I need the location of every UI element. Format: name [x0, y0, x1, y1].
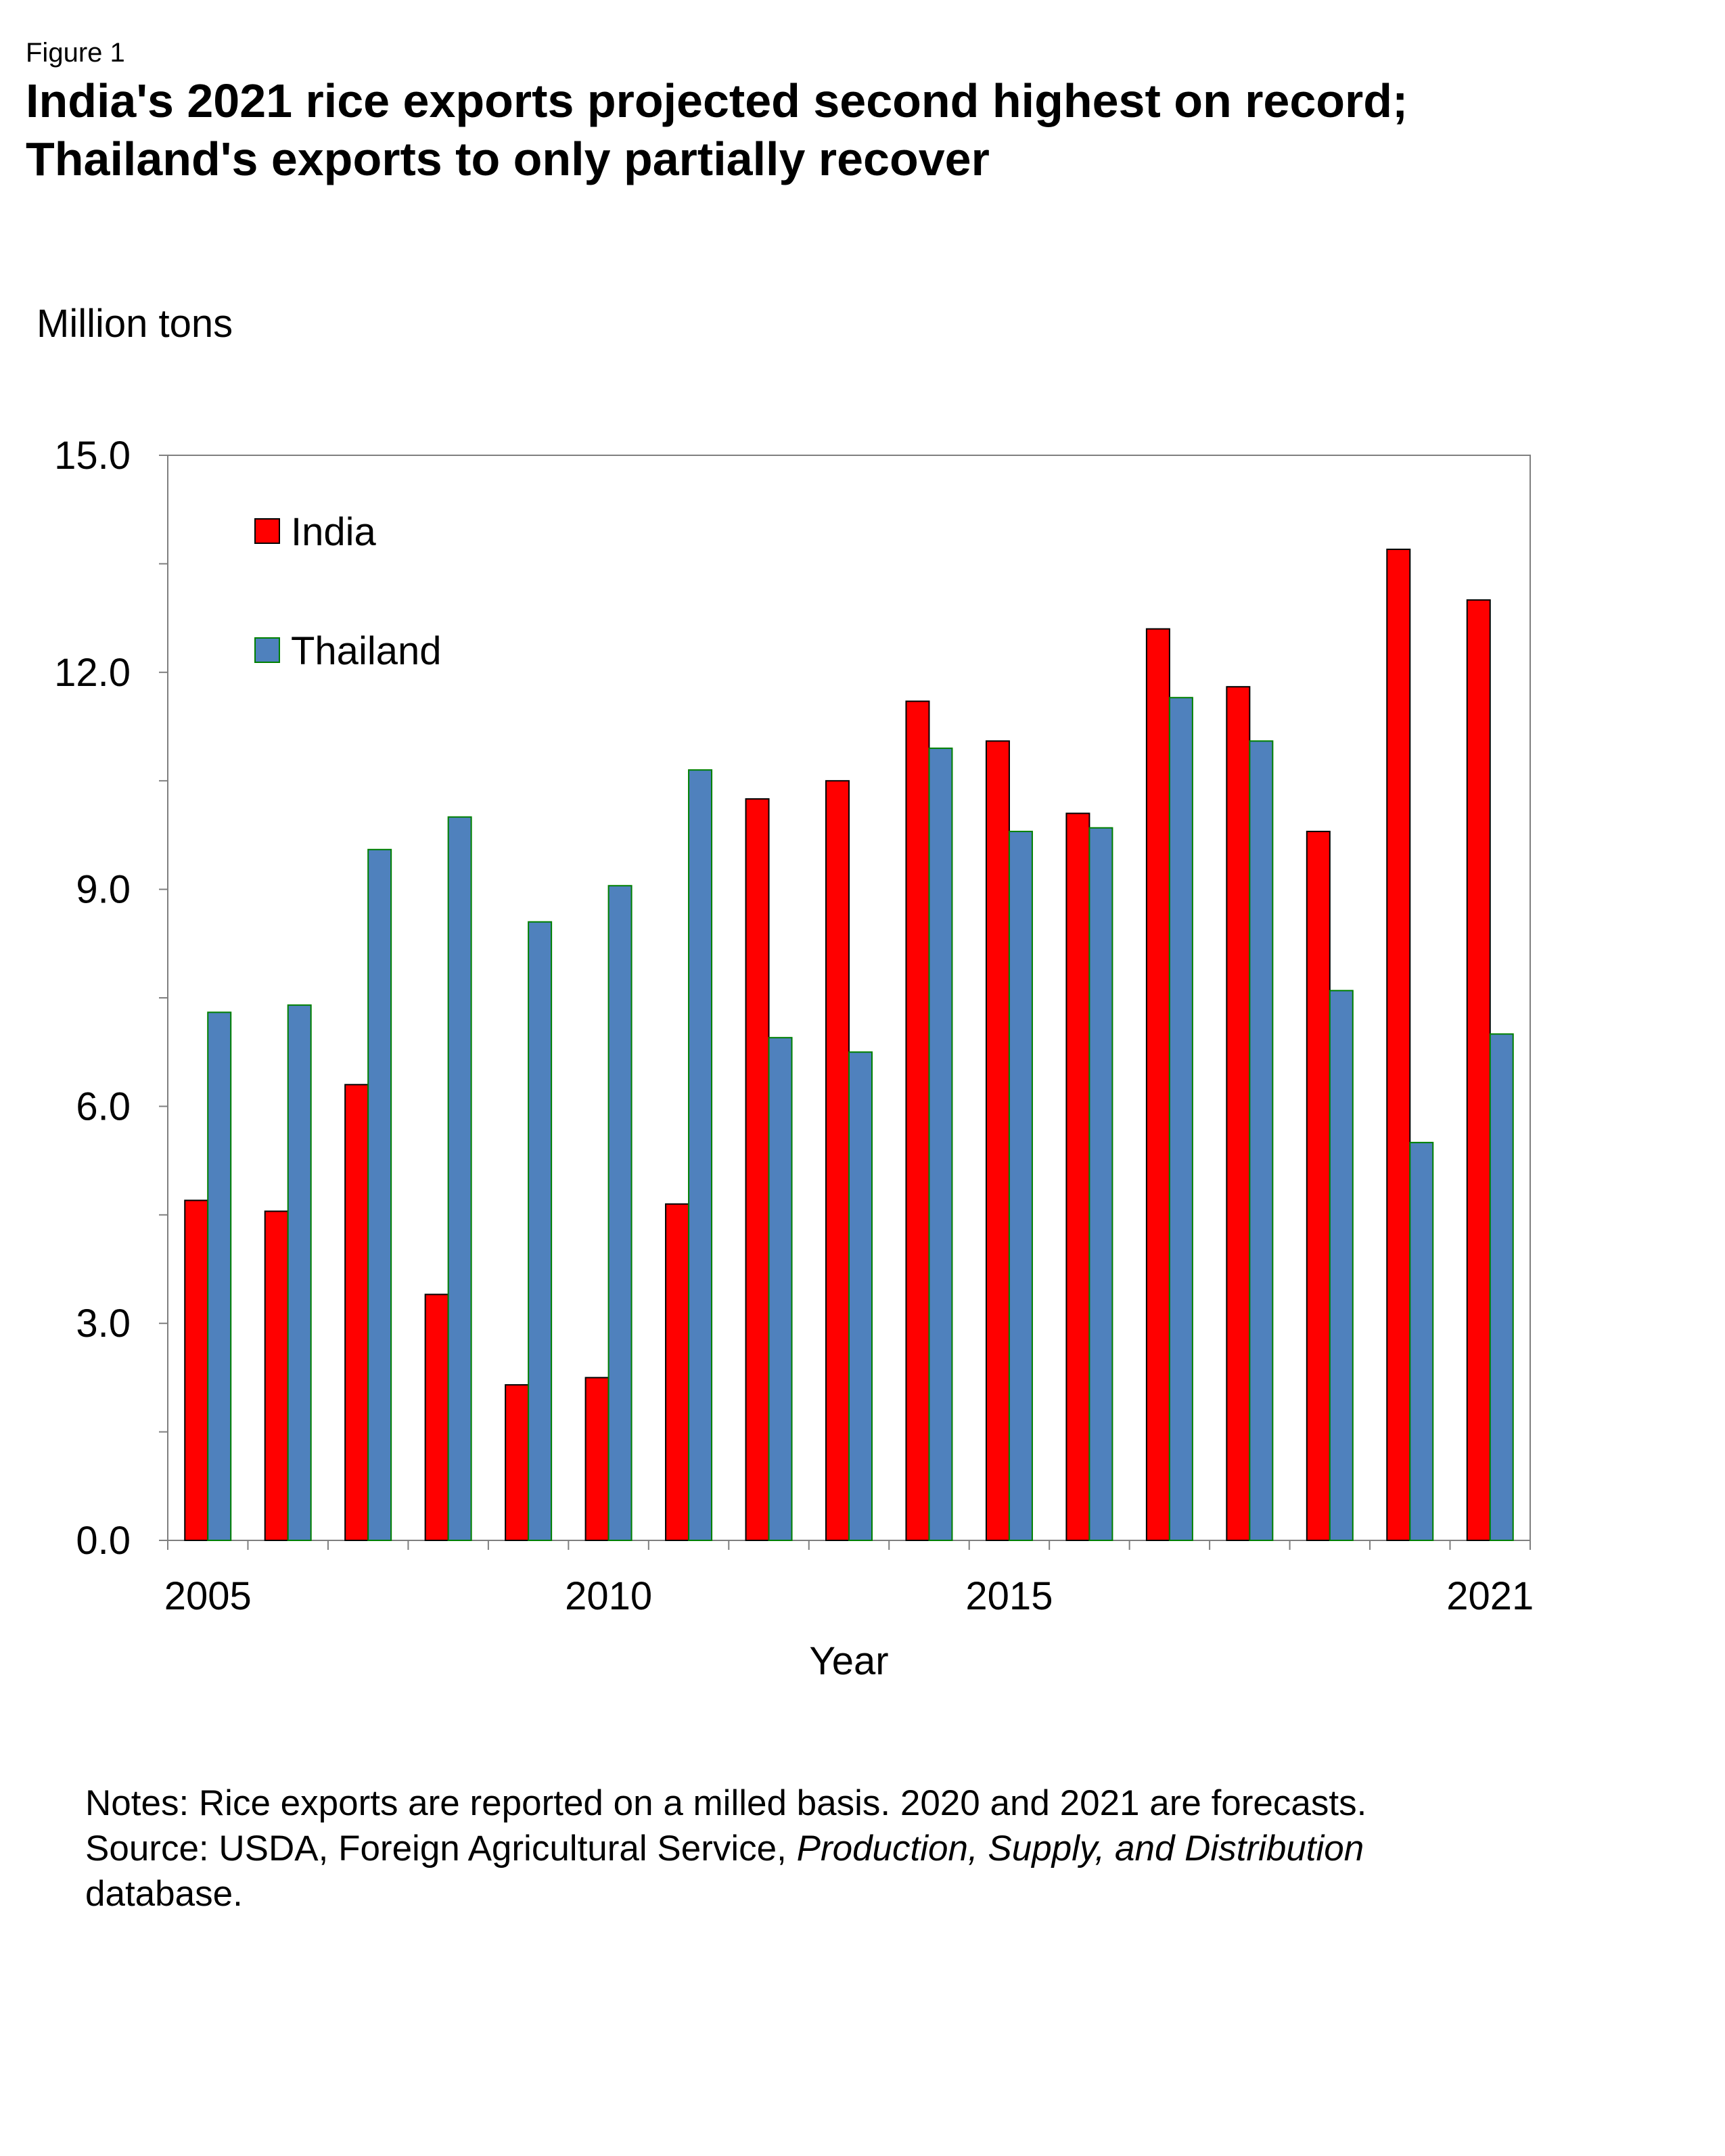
bar-india-2006 — [264, 1210, 289, 1542]
legend-swatch-thailand — [254, 637, 280, 663]
source-database-name: Production, Supply, and Distribution — [796, 1829, 1364, 1868]
notes-line: Notes: Rice exports are reported on a mi… — [85, 1783, 1367, 1823]
bar-thailand-2019 — [1329, 990, 1354, 1541]
legend-label-india: India — [291, 510, 377, 554]
source-line-end: database. — [85, 1874, 243, 1914]
bar-thailand-2006 — [287, 1004, 312, 1541]
bar-india-2010 — [584, 1377, 610, 1542]
legend-label-thailand: Thailand — [291, 629, 441, 673]
chart-title-line-1: India's 2021 rice exports projected seco… — [26, 74, 1408, 127]
bar-india-2013 — [825, 780, 850, 1541]
bar-india-2019 — [1306, 831, 1331, 1541]
source-line: Source: USDA, Foreign Agricultural Servi… — [85, 1826, 1641, 1871]
chart-notes: Notes: Rice exports are reported on a mi… — [85, 1781, 1641, 1917]
source-prefix: Source: USDA, Foreign Agricultural Servi… — [85, 1829, 797, 1868]
bar-thailand-2021 — [1489, 1033, 1514, 1541]
chart-title-line-2: Thailand's exports to only partially rec… — [26, 133, 990, 185]
x-tick-label: 2010 — [565, 1574, 652, 1618]
bar-thailand-2018 — [1249, 740, 1274, 1541]
bar-india-2012 — [745, 798, 770, 1541]
bar-thailand-2005 — [207, 1011, 232, 1542]
bar-thailand-2020 — [1409, 1141, 1434, 1542]
bar-thailand-2012 — [768, 1036, 793, 1541]
bar-thailand-2008 — [447, 816, 472, 1541]
x-tick-label: 2021 — [1446, 1574, 1534, 1618]
bar-india-2015 — [985, 740, 1010, 1541]
x-tick-label: 2005 — [164, 1574, 252, 1618]
bar-thailand-2007 — [367, 848, 392, 1541]
bar-india-2005 — [184, 1199, 209, 1541]
bar-thailand-2011 — [688, 769, 713, 1541]
bar-thailand-2009 — [528, 921, 553, 1541]
bar-india-2017 — [1145, 628, 1170, 1541]
bar-india-2008 — [424, 1293, 449, 1541]
bar-india-2011 — [665, 1203, 690, 1541]
bar-thailand-2017 — [1168, 697, 1193, 1541]
y-tick-label: 3.0 — [76, 1302, 131, 1346]
bar-thailand-2014 — [928, 748, 953, 1541]
bar-thailand-2013 — [848, 1051, 873, 1541]
bar-thailand-2016 — [1088, 827, 1113, 1541]
bar-india-2018 — [1226, 686, 1251, 1541]
bar-thailand-2015 — [1008, 831, 1033, 1541]
y-tick-label: 0.0 — [76, 1519, 131, 1563]
bar-india-2009 — [505, 1384, 530, 1542]
legend-swatch-india — [254, 518, 280, 544]
bar-india-2020 — [1386, 549, 1411, 1541]
bar-thailand-2010 — [607, 885, 632, 1541]
figure-label: Figure 1 — [26, 38, 125, 68]
y-tick-label: 12.0 — [54, 651, 131, 695]
x-tick-label: 2015 — [965, 1574, 1053, 1618]
bar-chart: 0.0 3.0 6.0 9.0 12.0 15.0 2005 2010 2015 2021 Mill… — [37, 302, 1534, 1683]
bar-india-2021 — [1466, 599, 1491, 1541]
y-axis-label: Million tons — [37, 302, 233, 346]
y-tick-label: 6.0 — [76, 1084, 131, 1128]
bar-india-2016 — [1065, 812, 1090, 1541]
y-tick-label: 15.0 — [54, 434, 131, 478]
x-axis-label: Year — [809, 1639, 888, 1683]
y-tick-label: 9.0 — [76, 868, 131, 912]
chart-title: India's 2021 rice exports projected seco… — [26, 72, 1649, 188]
bar-india-2014 — [905, 700, 930, 1541]
bar-india-2007 — [344, 1084, 369, 1541]
